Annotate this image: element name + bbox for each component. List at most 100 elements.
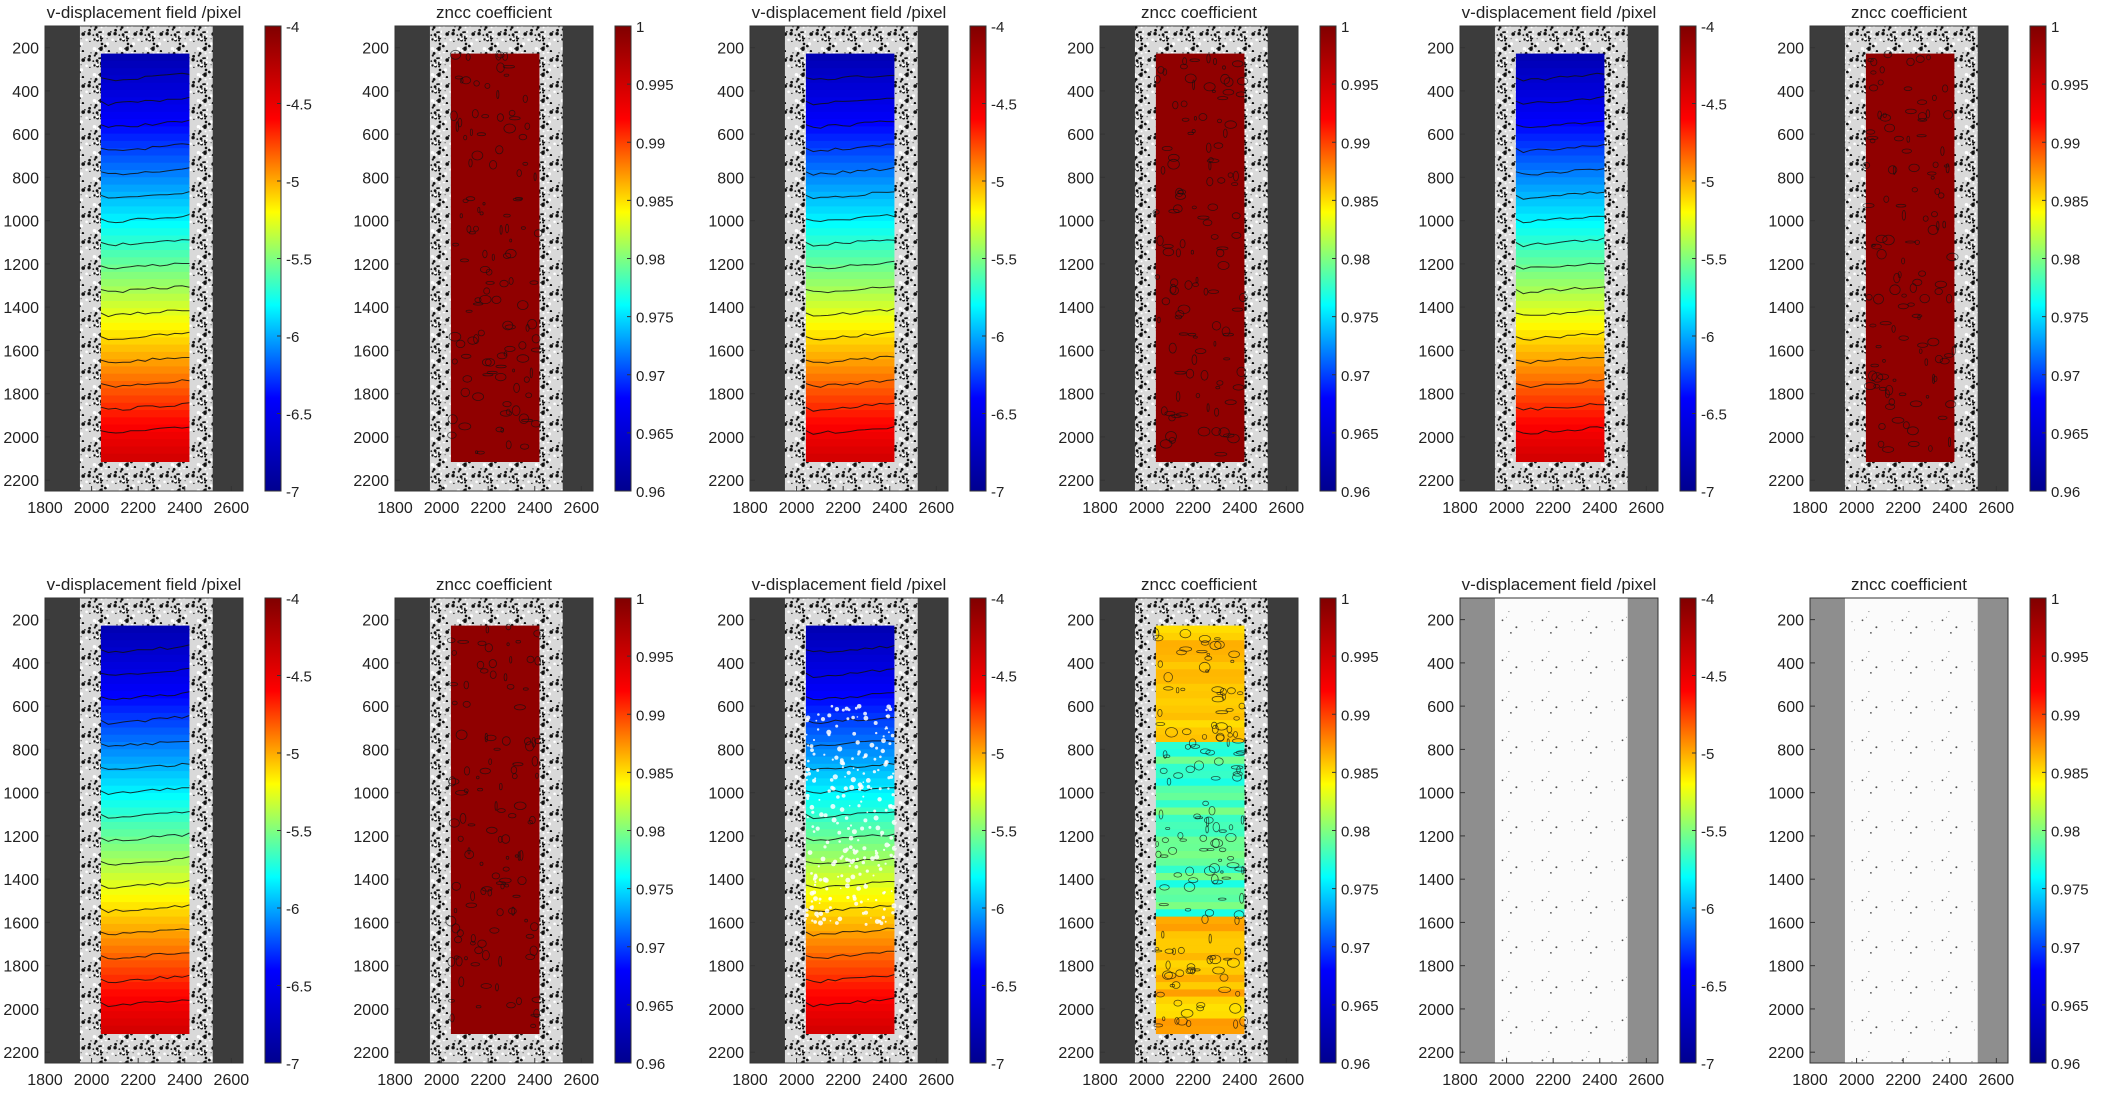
y-tick-label: 200 <box>12 613 39 630</box>
y-tick-label: 1400 <box>1058 872 1094 889</box>
colorbar-tick-label: 0.985 <box>2051 765 2089 782</box>
colorbar-tick-label: -7 <box>1701 1056 1714 1073</box>
colorbar-tick-label: -6.5 <box>1701 407 1727 424</box>
y-tick-label: 2200 <box>1418 473 1454 490</box>
x-tick-label: 2000 <box>1129 500 1165 517</box>
correlation-field <box>1152 53 1249 462</box>
x-tick-label: 2600 <box>1269 500 1305 517</box>
y-tick-label: 1800 <box>1768 387 1804 404</box>
y-tick-label: 2200 <box>3 473 39 490</box>
x-tick-label: 2000 <box>1489 1072 1525 1089</box>
x-tick-label: 2200 <box>470 500 506 517</box>
x-tick-label: 2600 <box>1629 1072 1665 1089</box>
y-tick-label: 1800 <box>1058 959 1094 976</box>
x-tick-label: 2200 <box>1175 1072 1211 1089</box>
colorbar-tick-label: 0.99 <box>1341 707 1370 724</box>
colorbar: 1 0.995 0.99 0.985 0.98 0.975 0.97 0.965 0.96 <box>1319 591 1379 1073</box>
y-axis: 200 400 600 800 1000 1200 1400 1600 1800 2000 2200 <box>1058 613 1105 1062</box>
y-tick-label: 1000 <box>353 214 389 231</box>
x-tick-label: 1800 <box>1442 500 1478 517</box>
colorbar-tick-label: -4 <box>286 19 299 36</box>
x-tick-label: 2000 <box>1129 1072 1165 1089</box>
colorbar-tick-label: -5.5 <box>1701 824 1727 841</box>
y-axis: 200 400 600 800 1000 1200 1400 1600 1800 2000 2200 <box>1058 41 1105 490</box>
y-tick-label: 1600 <box>1768 343 1804 360</box>
x-tick-label: 2200 <box>470 1072 506 1089</box>
y-tick-label: 1600 <box>1418 915 1454 932</box>
colorbar-tick-label: -7 <box>286 1056 299 1073</box>
y-tick-label: 600 <box>12 127 39 144</box>
displacement-field <box>804 625 897 1034</box>
x-axis: 1800 2000 2200 2400 2600 <box>732 486 954 517</box>
subplot-title: zncc coefficient <box>436 575 552 594</box>
correlation-field <box>445 623 545 1034</box>
correlation-field <box>447 49 544 462</box>
colorbar-tick-label: -4 <box>1701 591 1714 608</box>
displacement-field <box>1515 53 1605 462</box>
y-axis: 200 400 600 800 1000 1200 1400 1600 1800 2000 2200 <box>3 613 50 1062</box>
colorbar: 1 0.995 0.99 0.985 0.98 0.975 0.97 0.965 0.96 <box>1319 19 1379 501</box>
y-tick-label: 200 <box>1777 41 1804 58</box>
y-tick-label: 800 <box>362 742 389 759</box>
x-tick-label: 2600 <box>1629 500 1665 517</box>
y-tick-label: 400 <box>12 656 39 673</box>
axes-frame <box>394 25 594 492</box>
subplot-title: zncc coefficient <box>1851 3 1967 22</box>
colorbar-tick-label: 0.975 <box>636 882 674 899</box>
x-axis: 1800 2000 2200 2400 2600 <box>27 486 249 517</box>
y-axis: 200 400 600 800 1000 1200 1400 1600 1800 2000 2200 <box>1418 41 1465 490</box>
y-tick-label: 1200 <box>708 829 744 846</box>
colorbar-tick-label: 0.98 <box>636 824 665 841</box>
colorbar-tick-label: -4.5 <box>286 669 312 686</box>
y-tick-label: 1000 <box>1768 214 1804 231</box>
colorbar-tick-label: 0.985 <box>1341 765 1379 782</box>
x-tick-label: 2600 <box>564 500 600 517</box>
colorbar-tick-label: 0.98 <box>636 252 665 269</box>
colorbar-tick-label: 0.96 <box>636 1056 665 1073</box>
y-tick-label: 400 <box>362 656 389 673</box>
y-tick-label: 1400 <box>1768 300 1804 317</box>
colorbar-tick-label: -6.5 <box>1701 979 1727 996</box>
colorbar-tick-label: -6 <box>286 901 299 918</box>
y-tick-label: 2000 <box>1058 430 1094 447</box>
displacement-field <box>100 53 190 462</box>
y-tick-label: 1600 <box>1058 343 1094 360</box>
colorbar-tick-label: 0.96 <box>2051 484 2080 501</box>
colorbar-tick-label: -5.5 <box>286 824 312 841</box>
colorbar: 1 0.995 0.99 0.985 0.98 0.975 0.97 0.965 0.96 <box>614 19 674 501</box>
y-tick-label: 1800 <box>1418 959 1454 976</box>
colorbar-tick-label: -6 <box>1701 901 1714 918</box>
y-tick-label: 200 <box>717 613 744 630</box>
y-tick-label: 2000 <box>1418 430 1454 447</box>
colorbar-tick-label: 0.98 <box>2051 252 2080 269</box>
x-tick-label: 2400 <box>517 1072 553 1089</box>
y-tick-label: 600 <box>1777 127 1804 144</box>
y-tick-label: 1800 <box>708 387 744 404</box>
y-tick-label: 2200 <box>3 1045 39 1062</box>
y-tick-label: 1400 <box>1768 872 1804 889</box>
y-tick-label: 800 <box>1777 170 1804 187</box>
specimen-image <box>45 598 243 1063</box>
y-tick-label: 2200 <box>1768 1045 1804 1062</box>
y-tick-label: 2000 <box>708 430 744 447</box>
x-tick-label: 2200 <box>1885 500 1921 517</box>
y-tick-label: 1800 <box>1768 959 1804 976</box>
y-tick-label: 200 <box>1067 613 1094 630</box>
y-tick-label: 2000 <box>3 430 39 447</box>
colorbar-tick-label: 0.97 <box>636 940 665 957</box>
y-tick-label: 800 <box>362 170 389 187</box>
y-tick-label: 1000 <box>708 214 744 231</box>
colorbar: -4 -4.5 -5 -5.5 -6 -6.5 -7 <box>969 19 1017 501</box>
y-tick-label: 1000 <box>1058 214 1094 231</box>
colorbar-tick-label: 0.97 <box>2051 940 2080 957</box>
y-tick-label: 400 <box>1427 84 1454 101</box>
specimen-image <box>395 26 593 491</box>
colorbar-tick-label: 0.96 <box>636 484 665 501</box>
y-tick-label: 1200 <box>1058 257 1094 274</box>
y-tick-label: 200 <box>1777 613 1804 630</box>
y-tick-label: 400 <box>717 84 744 101</box>
colorbar-tick-label: -6.5 <box>991 979 1017 996</box>
axes-frame <box>394 597 594 1064</box>
specimen-image <box>45 26 243 491</box>
